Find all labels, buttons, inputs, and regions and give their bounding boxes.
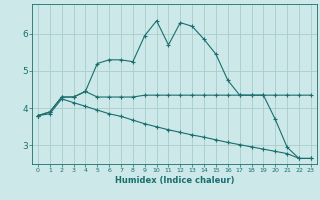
X-axis label: Humidex (Indice chaleur): Humidex (Indice chaleur) bbox=[115, 176, 234, 185]
